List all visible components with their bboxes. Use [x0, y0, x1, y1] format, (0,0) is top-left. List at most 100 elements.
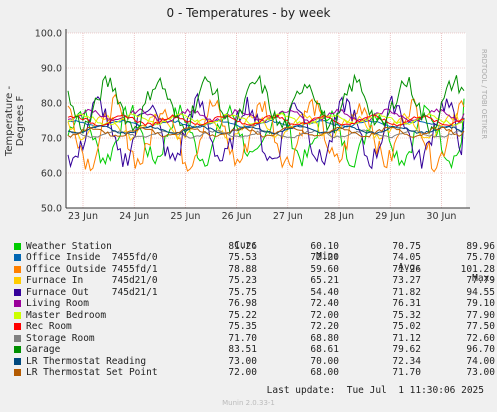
legend-swatch	[14, 334, 21, 342]
legend-cur: 75.22	[228, 309, 257, 321]
series-line	[67, 108, 465, 124]
legend-cur: 81.26	[228, 240, 257, 252]
legend-name: Garage	[26, 344, 61, 355]
series-line	[67, 98, 465, 170]
series-line	[67, 73, 465, 136]
series-line	[67, 125, 465, 135]
legend-cur: 71.70	[228, 332, 257, 344]
legend-max: 77.79	[466, 275, 495, 286]
legend-min: 54.40	[310, 286, 339, 298]
series-line	[67, 114, 465, 127]
col-avg: Avg:	[398, 262, 421, 273]
legend-max: 101.28	[460, 263, 495, 275]
legend-swatch	[14, 311, 21, 319]
legend-row: Storage Room 71.70 68.80 71.12 72.60	[14, 333, 495, 345]
x-tick-label: 29 Jun	[375, 211, 405, 222]
legend-max: 79.10	[466, 298, 495, 309]
legend-name: Office Outside 7455fd/1	[26, 263, 158, 275]
y-tick-label: 100.0	[35, 29, 62, 40]
legend-cur: 75.75	[228, 286, 257, 298]
legend-swatch	[14, 242, 21, 250]
legend-cur: 75.53	[228, 252, 257, 263]
legend-min: 60.10	[310, 240, 339, 252]
legend-min: 70.00	[310, 355, 339, 367]
legend-name: Weather Station	[26, 240, 112, 252]
legend-name: Rec Room	[26, 321, 72, 332]
x-tick-label: 24 Jun	[119, 211, 149, 222]
legend-swatch	[14, 265, 21, 273]
legend-row: Furnace Out 745d21/1 75.75 54.40 71.82 94.55	[14, 287, 495, 299]
col-min: Min:	[316, 251, 339, 262]
col-max: Max:	[472, 273, 495, 284]
legend-name: Living Room	[26, 298, 89, 309]
legend-avg: 75.02	[392, 321, 421, 332]
x-tick-label: 30 Jun	[426, 211, 456, 222]
legend-cur: 73.00	[228, 355, 257, 367]
legend-row: Garage 83.51 68.61 79.62 96.70	[14, 344, 495, 356]
series-line	[67, 126, 465, 138]
legend-name: Office Inside 7455fd/0	[26, 252, 158, 263]
legend-max: 75.70	[466, 252, 495, 263]
legend-avg: 71.12	[392, 332, 421, 344]
y-tick-label: 90.0	[41, 64, 62, 75]
legend-cur: 78.88	[228, 263, 257, 275]
legend-min: 68.00	[310, 367, 339, 378]
series-line	[67, 93, 465, 173]
series-line	[67, 112, 465, 126]
legend-max: 94.55	[466, 286, 495, 298]
munin-version: Munin 2.0.33-1	[222, 399, 275, 407]
x-tick-label: 25 Jun	[170, 211, 200, 222]
legend-max: 89.96	[466, 240, 495, 252]
legend-swatch	[14, 369, 21, 376]
legend-row: Master Bedroom 75.22 72.00 75.32 77.90	[14, 310, 495, 322]
legend-max: 77.50	[466, 321, 495, 332]
legend-row: Rec Room 75.35 72.20 75.02 77.50	[14, 321, 495, 333]
y-tick-label: 70.0	[41, 134, 62, 145]
legend-name: LR Thermostat Reading	[26, 355, 147, 367]
legend-name: Storage Room	[26, 332, 95, 344]
legend-header: Cur: Min: Avg: Max:	[14, 229, 495, 284]
legend-row: LR Thermostat Set Point 72.00 68.00 71.70 73…	[14, 367, 495, 379]
legend-cur: 72.00	[228, 367, 257, 378]
legend-cur: 75.23	[228, 275, 257, 286]
legend-avg: 71.82	[392, 286, 421, 298]
legend-max: 77.90	[466, 309, 495, 321]
legend-row: Office Inside 7455fd/0 75.53 72.20 74.05 75.…	[14, 252, 495, 264]
legend-cur: 75.35	[228, 321, 257, 332]
legend-swatch	[14, 288, 21, 296]
legend-cur: 76.98	[228, 298, 257, 309]
col-cur: Cur:	[234, 240, 257, 251]
y-tick-label: 60.0	[41, 169, 62, 180]
legend-cur: 83.51	[228, 344, 257, 355]
legend-avg: 72.34	[392, 355, 421, 367]
legend-swatch	[14, 300, 21, 307]
legend-name: Furnace Out 745d21/1	[26, 286, 158, 298]
legend-min: 68.61	[310, 344, 339, 355]
legend-max: 74.00	[466, 355, 495, 367]
legend-max: 96.70	[466, 344, 495, 355]
legend-min: 72.20	[310, 252, 339, 263]
legend-avg: 75.32	[392, 309, 421, 321]
legend-swatch	[14, 346, 21, 353]
legend-swatch	[14, 323, 21, 330]
legend-name: Master Bedroom	[26, 309, 107, 321]
legend-row: Office Outside 7455fd/1 78.88 59.60 71.26 10…	[14, 264, 495, 276]
legend-avg: 71.26	[392, 263, 421, 275]
legend-max: 72.60	[466, 332, 495, 344]
legend-avg: 79.62	[392, 344, 421, 355]
legend-avg: 73.27	[392, 275, 421, 286]
x-tick-label: 27 Jun	[273, 211, 303, 222]
legend-row: Weather Station 81.26 60.10 70.75 89.96	[14, 241, 495, 253]
legend: Cur: Min: Avg: Max: Weather Station 81.26…	[14, 229, 495, 379]
legend-min: 72.20	[310, 321, 339, 332]
legend-row: Furnace In 745d21/0 75.23 65.21 73.27 77.79	[14, 275, 495, 287]
legend-row: Living Room 76.98 72.40 76.31 79.10	[14, 298, 495, 310]
legend-min: 72.00	[310, 309, 339, 321]
legend-avg: 76.31	[392, 298, 421, 309]
legend-min: 72.40	[310, 298, 339, 309]
y-tick-label: 80.0	[41, 99, 62, 110]
legend-swatch	[14, 254, 21, 261]
legend-avg: 71.70	[392, 367, 421, 378]
legend-swatch	[14, 277, 21, 284]
x-tick-label: 26 Jun	[222, 211, 252, 222]
